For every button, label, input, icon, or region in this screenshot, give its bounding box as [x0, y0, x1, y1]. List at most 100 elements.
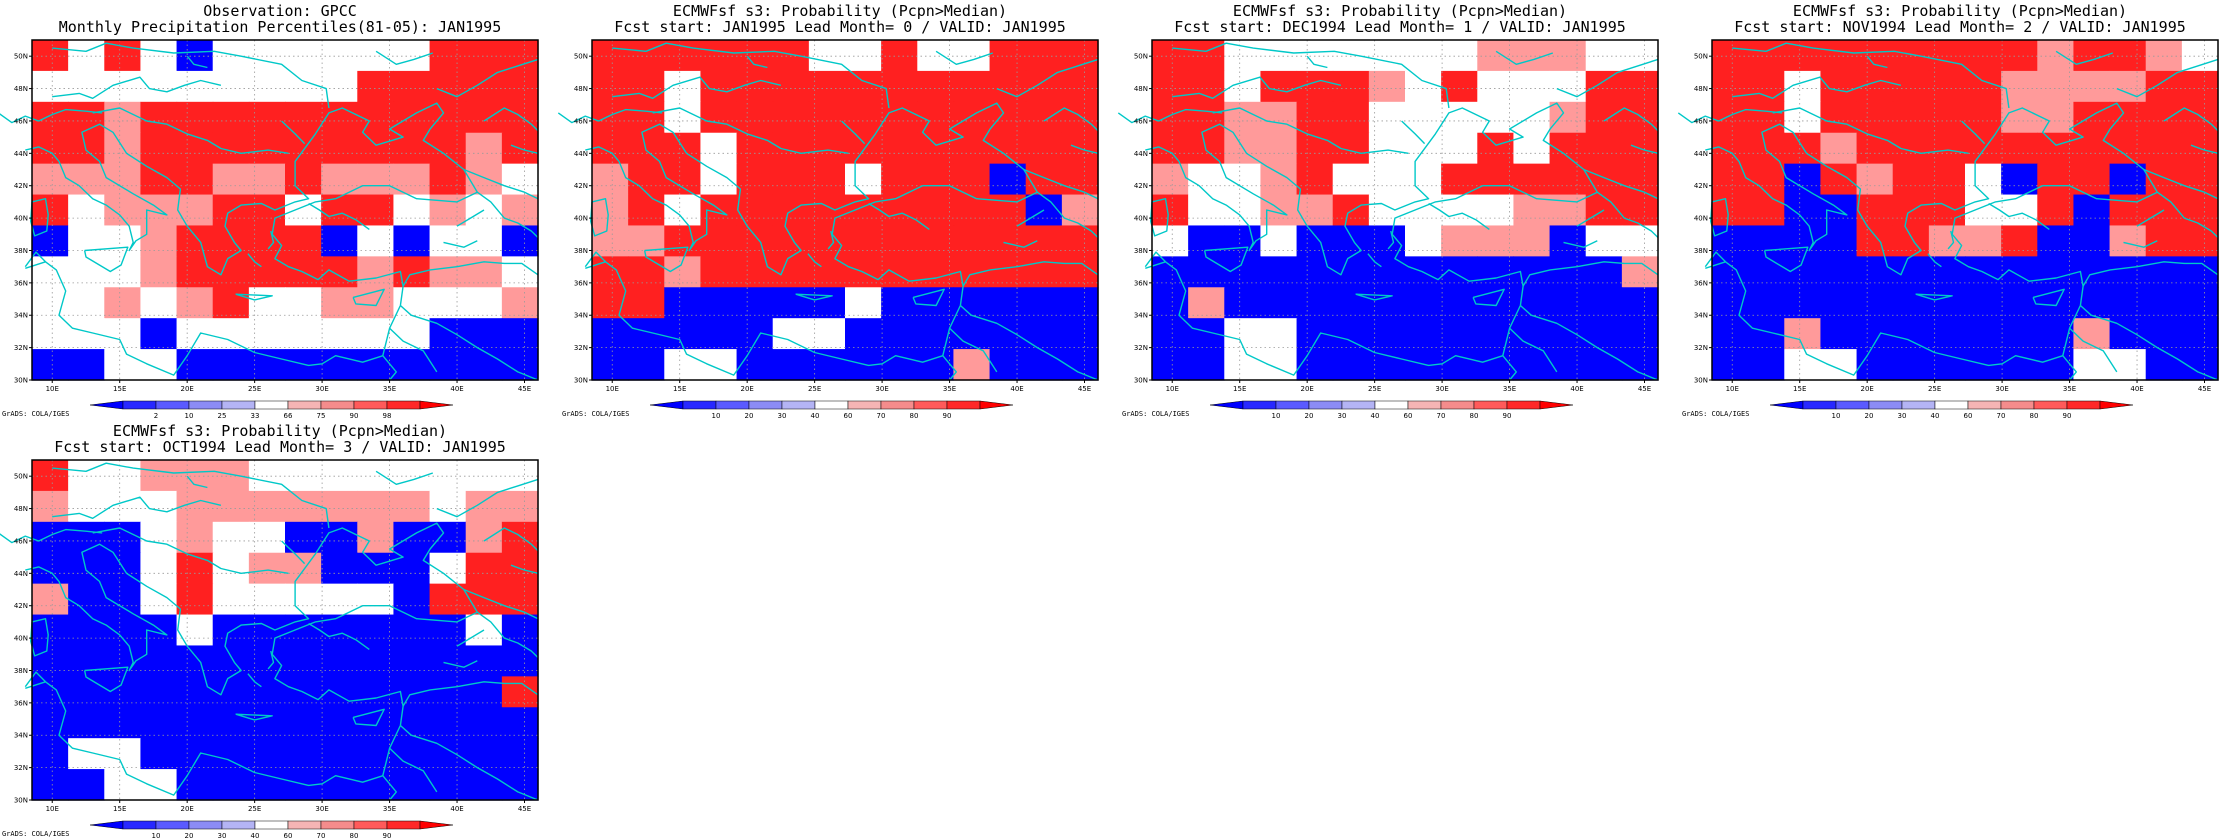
legend-swatch	[419, 400, 454, 410]
grid-cell	[321, 132, 358, 165]
grid-cell	[1965, 163, 2002, 196]
grid-cell	[104, 769, 142, 801]
colorbar-legend: 10 20 30 40 60 70 80 90	[89, 820, 454, 840]
grid-cell	[628, 70, 665, 103]
grid-cell	[1025, 70, 1063, 103]
legend-swatch	[386, 820, 421, 830]
grid-cell	[285, 225, 322, 257]
grid-cell	[700, 225, 738, 257]
grid-cell	[285, 552, 322, 585]
grid-cell	[1712, 40, 1749, 72]
grid-cell	[1712, 225, 1749, 257]
map-panel-4: ECMWFsf s3: Probability (Pcpn>Median) Fcs…	[0, 420, 560, 840]
grid-cell	[140, 738, 178, 770]
grid-cell	[1260, 70, 1298, 103]
legend-swatch	[254, 820, 289, 830]
grid-cell	[140, 194, 178, 227]
grid-cell	[501, 40, 539, 72]
grid-cell	[285, 645, 322, 677]
grid-cell	[2145, 40, 2183, 72]
legend-label: 40	[251, 832, 260, 840]
grid-cell	[1549, 225, 1587, 257]
legend-swatch	[419, 820, 454, 830]
grid-cell	[1892, 70, 1930, 103]
grid-cell	[465, 70, 503, 103]
lon-tick-label: 25E	[808, 385, 821, 393]
grid-cell	[628, 225, 665, 257]
lat-tick-label: 46N	[1694, 117, 1708, 125]
grid-cell	[1820, 194, 1858, 227]
grid-cell	[989, 225, 1027, 257]
coastlines	[1677, 42, 2219, 381]
grid-cell	[700, 349, 738, 381]
grid-cell	[1549, 40, 1587, 72]
grid-cell	[1332, 349, 1370, 381]
grid-cell	[393, 769, 431, 801]
legend-swatch	[880, 400, 915, 410]
grid-cell	[1513, 287, 1551, 319]
grid-cell	[1784, 194, 1822, 227]
grid-cell	[1152, 349, 1189, 381]
panel-subtitle: Fcst start: DEC1994 Lead Month= 1 / VALI…	[1174, 18, 1626, 36]
grid-cell	[881, 318, 918, 350]
grads-credit: GrADS: COLA/IGES	[562, 410, 630, 418]
grid-cell	[212, 318, 250, 350]
grid-cell	[2109, 40, 2147, 72]
grid-cell	[736, 287, 774, 319]
lon-tick-label: 20E	[741, 385, 754, 393]
legend-label: 40	[811, 412, 820, 420]
lat-tick-label: 34N	[574, 312, 588, 320]
map-panel-3: ECMWFsf s3: Probability (Pcpn>Median) Fcs…	[1677, 0, 2240, 420]
legend-swatch	[715, 400, 750, 410]
lon-tick-label: 45E	[2198, 385, 2211, 393]
grid-cell	[285, 163, 322, 196]
lon-tick-label: 20E	[1861, 385, 1874, 393]
grid-cell	[321, 101, 358, 134]
legend-swatch	[682, 400, 717, 410]
lat-tick-label: 30N	[574, 377, 588, 385]
grid-cell	[592, 194, 629, 227]
map-frame	[591, 39, 1099, 381]
grid-cell	[1061, 163, 1099, 196]
grid-cell	[881, 194, 918, 227]
grid-cell	[104, 460, 142, 492]
grid-cell	[1477, 225, 1515, 257]
grid-cell	[32, 287, 69, 319]
grid-cell	[465, 738, 503, 770]
lon-tick-label: 30E	[315, 805, 328, 813]
grid-cell	[429, 707, 467, 739]
grid-cell	[32, 460, 69, 492]
grid-cell	[989, 194, 1027, 227]
grid-cell	[285, 738, 322, 770]
grid-cell	[212, 769, 250, 801]
legend-label: 70	[1997, 412, 2006, 420]
lon-tick-label: 10E	[1166, 385, 1179, 393]
grid-cell	[2001, 318, 2038, 350]
legend-swatch	[1374, 400, 1409, 410]
grid-cell	[2181, 40, 2219, 72]
grid-cell	[2073, 349, 2111, 381]
grid-cell	[1820, 163, 1858, 196]
legend-swatch	[89, 820, 124, 830]
grid-cell	[1477, 349, 1515, 381]
grid-cell	[917, 194, 955, 227]
grid-cell	[501, 490, 539, 523]
grid-cell	[1892, 318, 1930, 350]
grid-cell	[321, 521, 358, 554]
grid-cell	[1260, 349, 1298, 381]
grid-cell	[176, 194, 214, 227]
grid-cell	[140, 349, 178, 381]
grid-cell	[2181, 194, 2219, 227]
grid-cell	[1712, 194, 1749, 227]
grid-cell	[285, 583, 322, 616]
grid-cell	[1621, 101, 1659, 134]
lat-tick-label: 48N	[574, 85, 588, 93]
grid-cell	[357, 40, 395, 72]
grid-cell	[1892, 194, 1930, 227]
grid-cell	[1152, 287, 1189, 319]
grid-cell	[140, 132, 178, 165]
map-frame	[31, 459, 539, 801]
grid-cell	[321, 287, 358, 319]
grid-cell	[1260, 287, 1298, 319]
grid-cell	[357, 645, 395, 677]
